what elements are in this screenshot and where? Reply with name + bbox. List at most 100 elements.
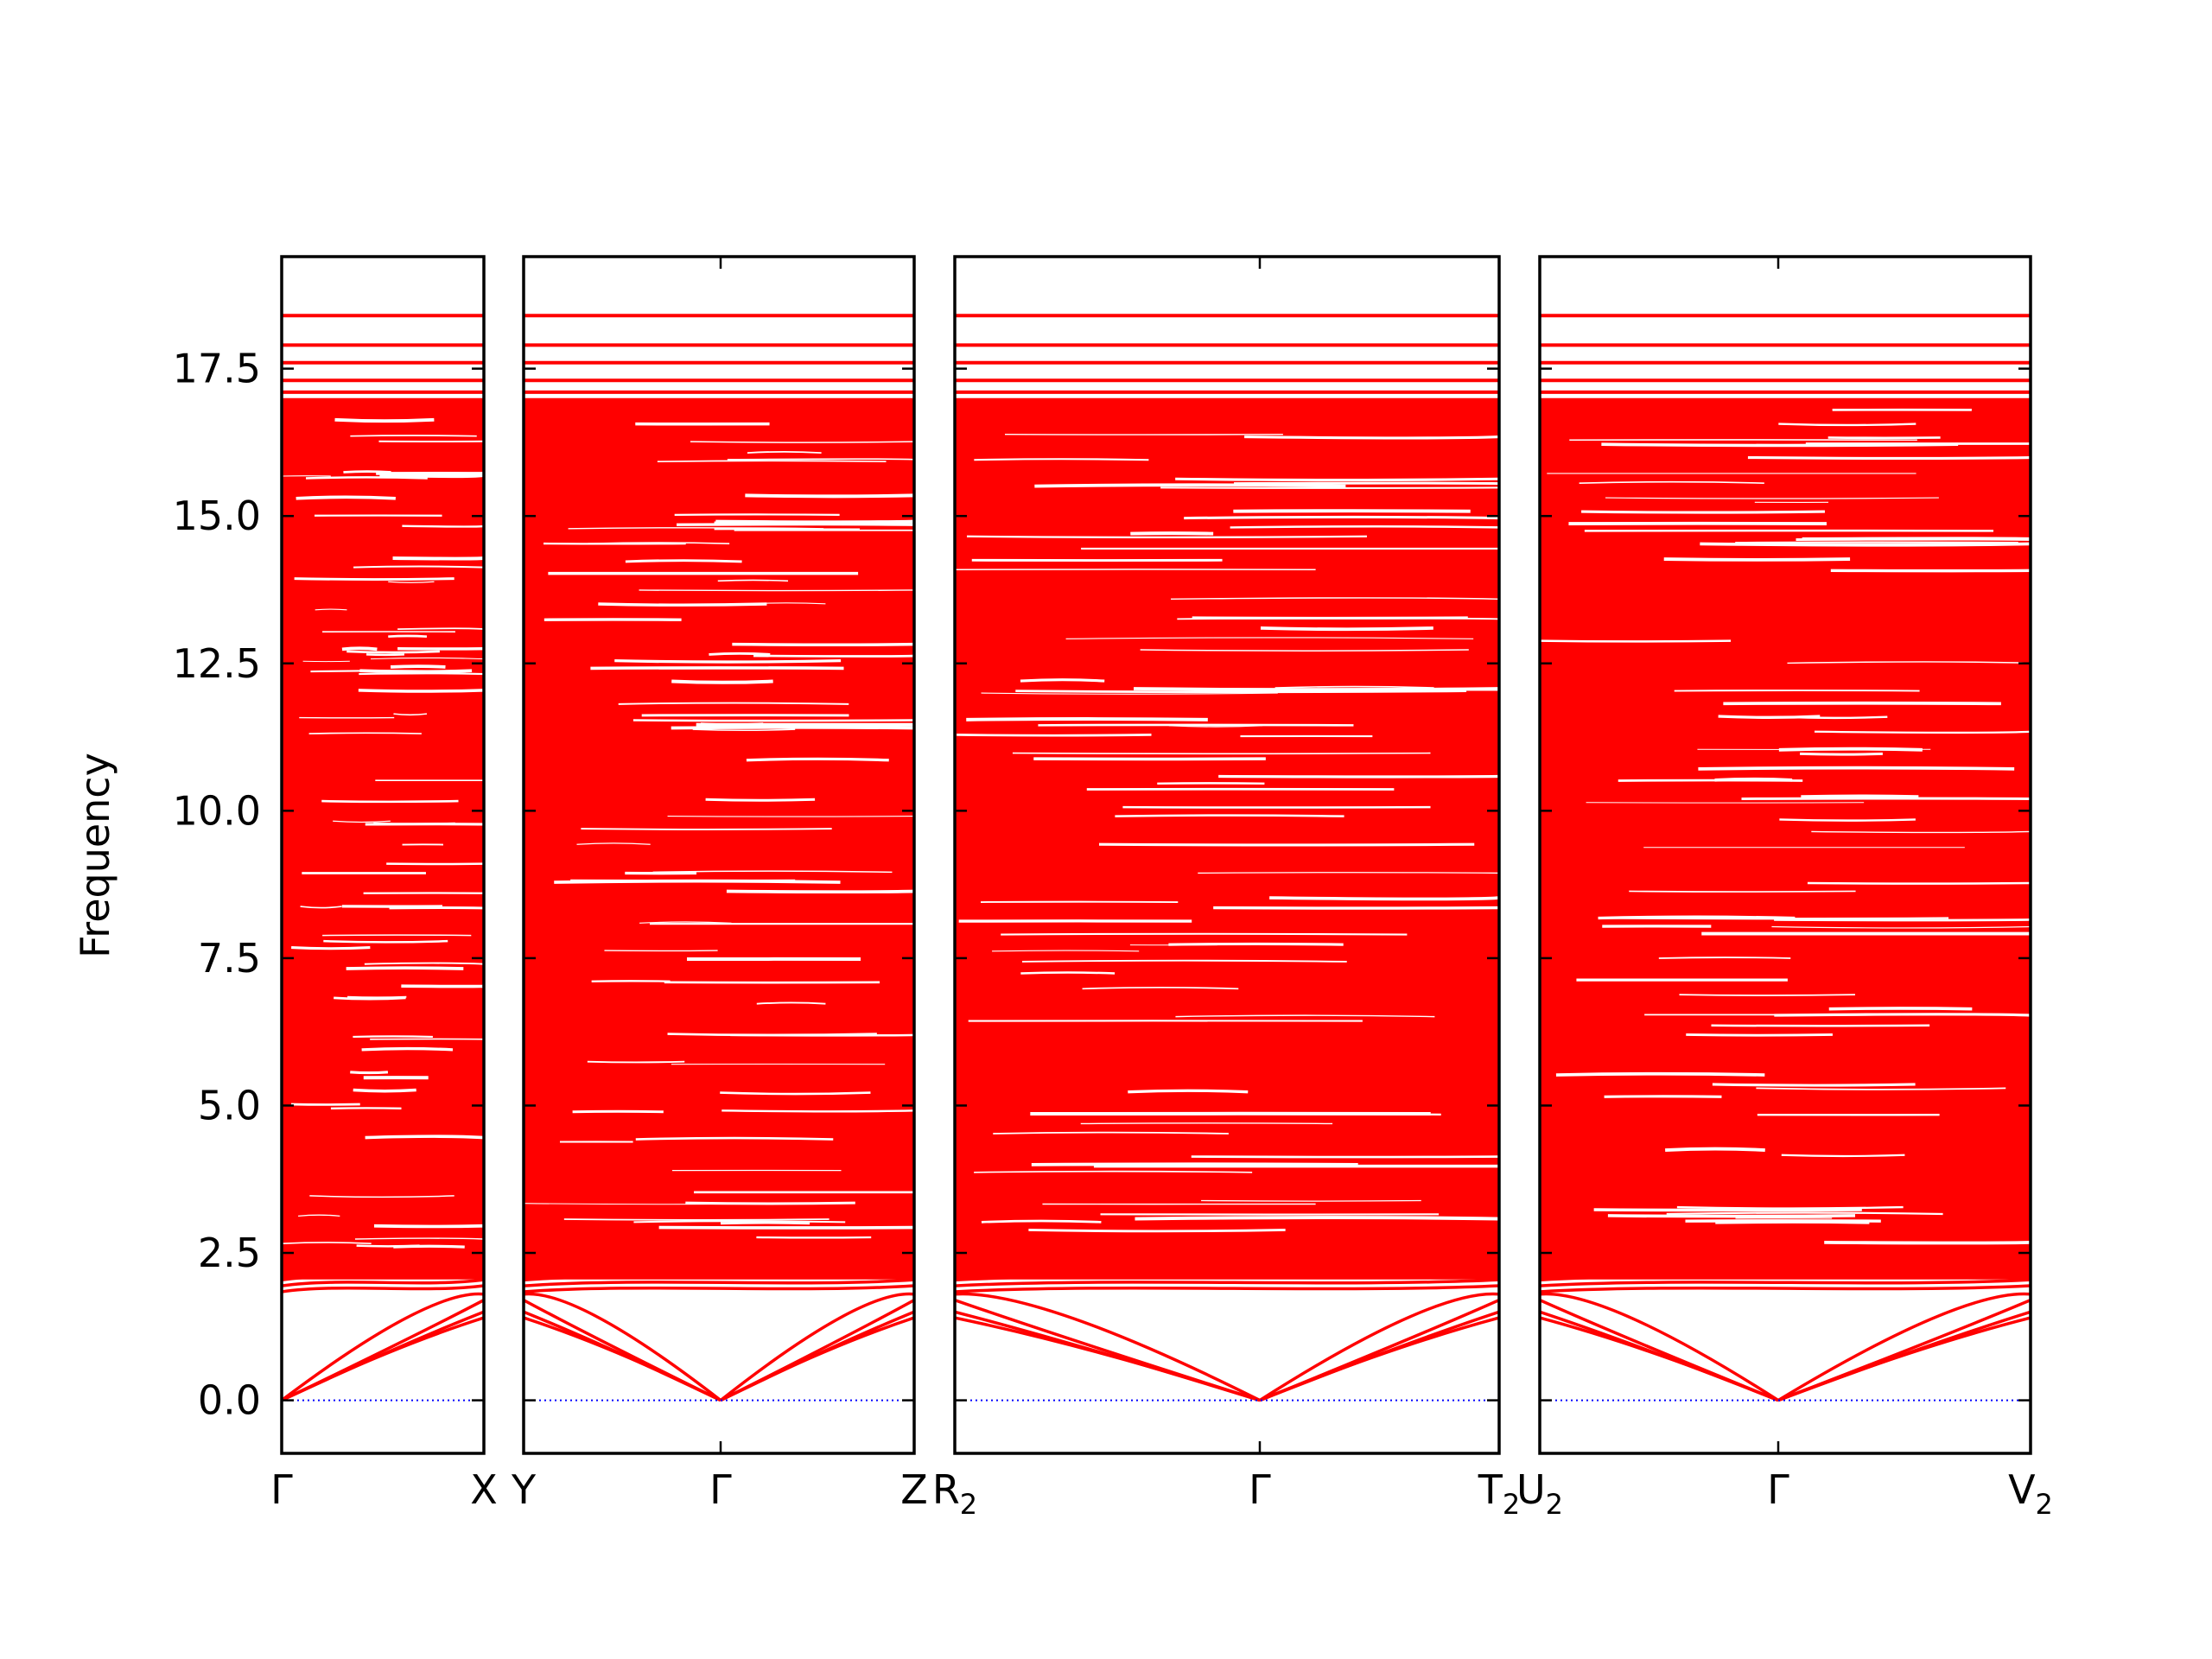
- optical-band-fill: [524, 397, 914, 1280]
- band-gap: [334, 996, 406, 1001]
- band-gap: [1796, 537, 2031, 541]
- band-gap: [300, 906, 342, 909]
- band-gap: [350, 435, 477, 437]
- band-gap: [652, 870, 893, 874]
- band-gap: [308, 732, 422, 734]
- band-gap: [358, 689, 484, 693]
- low-optical-band: [282, 1278, 484, 1287]
- band-gap: [746, 757, 889, 762]
- band-gap: [1747, 455, 2031, 461]
- band-gap: [364, 962, 484, 965]
- y-tick-label: 2.5: [198, 1230, 261, 1276]
- x-tick-label: Γ: [1249, 1466, 1271, 1513]
- band-gap: [717, 579, 789, 582]
- band-gap: [346, 966, 464, 970]
- band-gap: [1800, 752, 1883, 756]
- band-gap: [726, 889, 914, 894]
- band-gap: [1741, 797, 2031, 800]
- x-tick-label: T2: [1478, 1466, 1520, 1521]
- band-gap: [639, 589, 914, 592]
- band-gap: [1098, 842, 1475, 847]
- low-optical-band: [524, 1260, 914, 1270]
- band-gap: [323, 939, 448, 944]
- panel-bands: [524, 314, 914, 1402]
- band-gap: [1593, 1208, 1862, 1212]
- x-tick-label: Z: [900, 1466, 928, 1513]
- acoustic-branch: [1259, 1292, 1499, 1402]
- band-gap: [1115, 814, 1344, 817]
- band-gap: [397, 627, 484, 630]
- panel-frame: [1538, 255, 2032, 1455]
- band-gap: [1700, 542, 2031, 547]
- band-gap: [568, 527, 824, 530]
- panel-frame: [953, 255, 1501, 1455]
- band-gap: [1201, 1199, 1421, 1202]
- x-tick-label: Y: [511, 1466, 537, 1513]
- band-gap: [347, 995, 407, 999]
- low-optical-band: [955, 1260, 1499, 1270]
- band-gap: [305, 476, 428, 480]
- acoustic-branch: [955, 1298, 1261, 1402]
- band-gap: [1663, 557, 1851, 562]
- band-gap: [992, 950, 1140, 952]
- band-gap: [389, 474, 484, 479]
- x-tick-label: R2: [932, 1466, 977, 1521]
- band-gap: [402, 524, 484, 528]
- band-gap: [974, 458, 1149, 461]
- band-gap: [353, 1035, 433, 1039]
- low-optical-band: [1540, 1260, 2031, 1270]
- band-gap: [1605, 497, 1939, 499]
- y-tick-label: 17.5: [173, 346, 261, 392]
- band-gap: [756, 1001, 826, 1005]
- band-gap: [365, 653, 404, 657]
- acoustic-branch: [524, 1292, 722, 1402]
- acoustic-branch: [1777, 1298, 2031, 1402]
- band-gap: [587, 1060, 685, 1064]
- band-gap: [1666, 1211, 1943, 1216]
- band-gap: [1718, 715, 1821, 719]
- band-gap: [1012, 752, 1431, 755]
- x-tick-label: Γ: [270, 1466, 293, 1513]
- band-gap: [1555, 1071, 1765, 1077]
- acoustic-branch: [720, 1299, 914, 1402]
- band-gap: [639, 921, 732, 924]
- panel-frame: [280, 255, 486, 1455]
- band-gap: [720, 1221, 810, 1225]
- band-gap: [1001, 932, 1408, 936]
- band-gap: [1269, 896, 1499, 901]
- y-tick-label: 12.5: [173, 640, 261, 687]
- low-optical-band: [1540, 1278, 2031, 1287]
- band-gap: [1778, 747, 1923, 752]
- band-gap: [745, 493, 914, 499]
- low-optical-band: [282, 1260, 484, 1270]
- band-gap: [625, 559, 742, 563]
- low-optical-band: [282, 1284, 484, 1294]
- band-gap: [390, 664, 446, 669]
- band-gap: [392, 556, 484, 561]
- band-gap: [354, 1237, 484, 1240]
- x-tick-label: X: [470, 1466, 498, 1513]
- band-gap: [1787, 661, 2031, 664]
- band-gap: [727, 458, 914, 461]
- band-gap: [1579, 480, 1764, 484]
- acoustic-branch: [524, 1299, 721, 1402]
- band-gap: [1021, 959, 1347, 963]
- band-gap: [981, 1219, 1102, 1224]
- band-gap: [705, 798, 816, 802]
- band-gap: [1175, 1014, 1435, 1018]
- x-tick-label: Γ: [709, 1466, 732, 1513]
- low-optical-band: [282, 1272, 484, 1282]
- band-gap: [333, 820, 391, 823]
- band-gap: [1807, 881, 2031, 885]
- x-tick-label: V2: [2008, 1466, 2053, 1521]
- panel-bands: [955, 314, 1499, 1402]
- band-gap: [1686, 1033, 1833, 1037]
- band-gap: [1771, 925, 2031, 929]
- y-tick-label: 5.0: [198, 1082, 261, 1128]
- low-optical-band: [1540, 1272, 2031, 1282]
- x-tick-label: U2: [1516, 1466, 1563, 1521]
- band-gap: [341, 646, 378, 652]
- y-axis-label: Frequency: [72, 753, 118, 958]
- band-gap: [614, 659, 842, 664]
- band-gap: [1135, 1216, 1499, 1221]
